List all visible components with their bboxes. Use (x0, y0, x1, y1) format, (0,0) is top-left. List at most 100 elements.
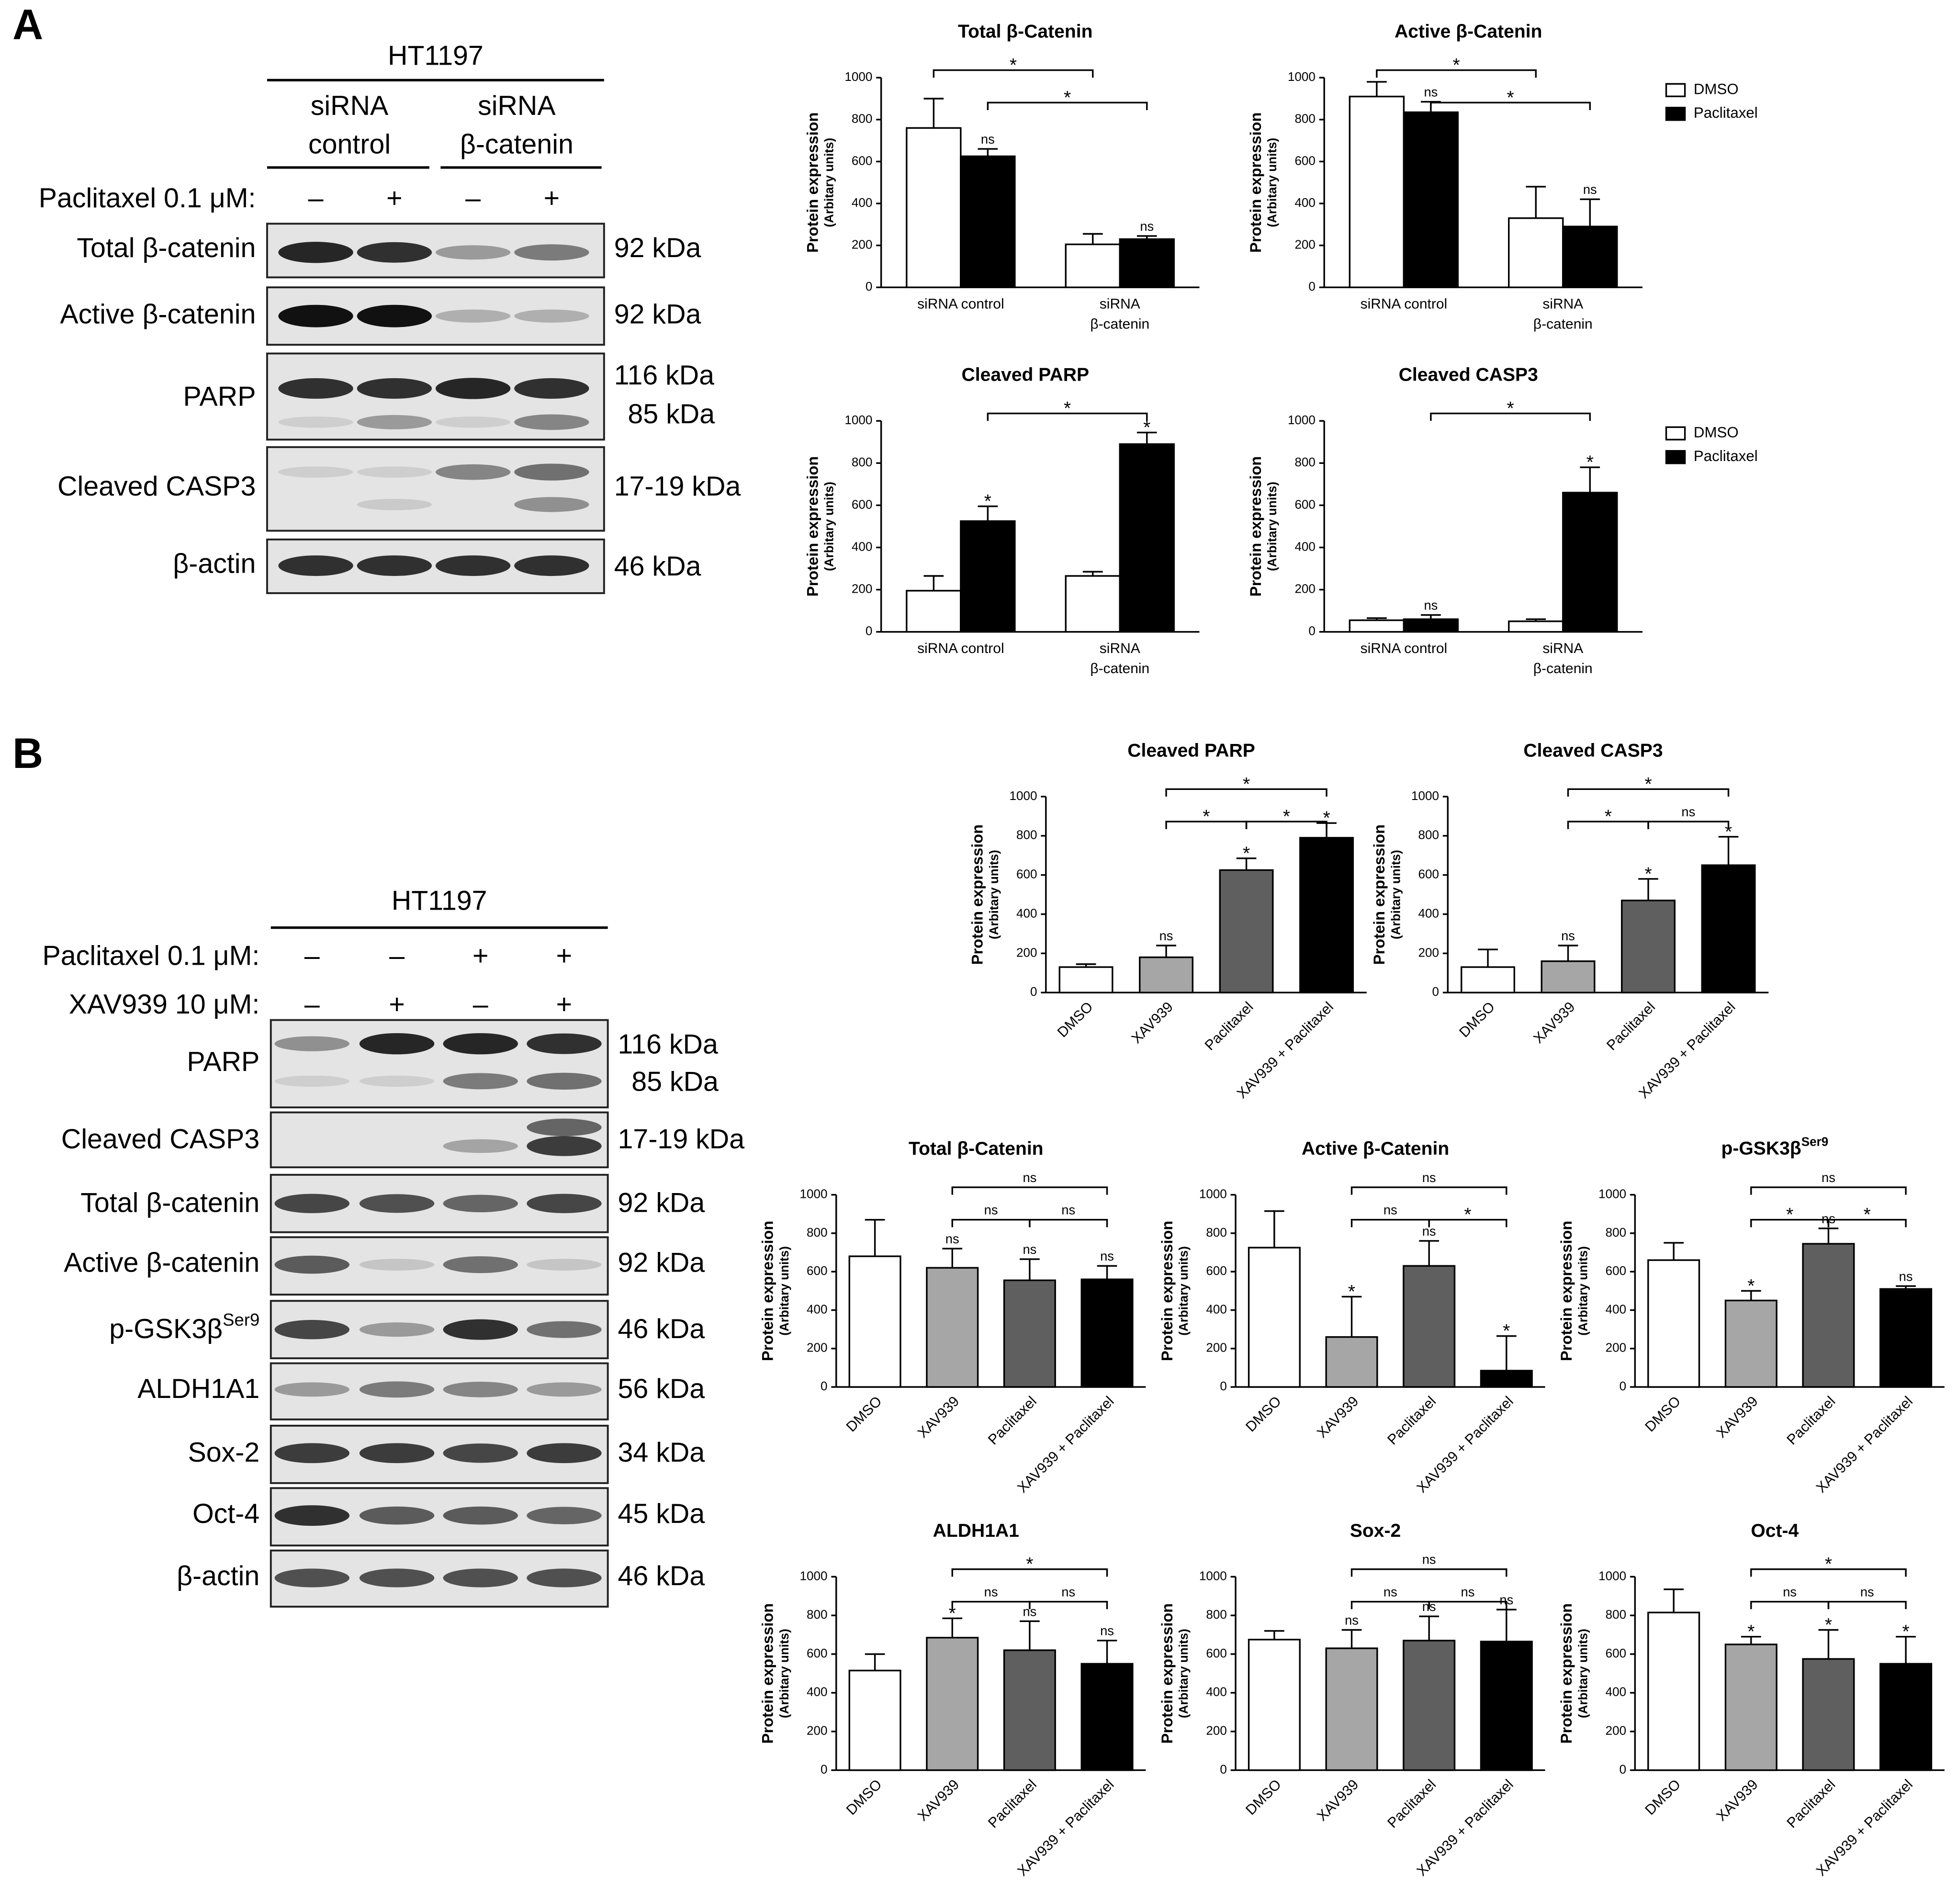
bracket-label: ns (1061, 1203, 1075, 1217)
y-axis-sublabel: (Arbitary units) (1265, 138, 1279, 227)
y-tick-label: 0 (821, 1762, 828, 1776)
y-tick-label: 400 (807, 1685, 827, 1699)
bar (1508, 217, 1564, 288)
y-tick-label: 400 (852, 539, 872, 553)
bar (848, 1255, 901, 1388)
bar (1802, 1243, 1855, 1388)
y-tick-label: 400 (1294, 539, 1315, 553)
x-tick-label: siRNA (1542, 296, 1583, 312)
band (359, 1322, 435, 1337)
y-tick-label: 400 (807, 1302, 827, 1316)
bracket-label: ns (1860, 1585, 1874, 1600)
y-tick-label: 1000 (1598, 1186, 1626, 1201)
y-tick-label: 800 (1294, 455, 1315, 469)
blot-strip (266, 446, 605, 532)
bracket-label: * (1452, 55, 1460, 76)
y-axis-label: Protein expression (804, 456, 821, 597)
bar (1508, 620, 1564, 633)
y-tick-label: 0 (1432, 984, 1440, 999)
band (435, 378, 511, 399)
x-tick-label: siRNA (1100, 296, 1140, 312)
bar (1349, 95, 1405, 288)
band (435, 555, 511, 576)
group-label: siRNA (311, 90, 389, 121)
row-label: Cleaved CASP3 (57, 471, 256, 502)
chart-title: Oct-4 (1751, 1521, 1799, 1541)
y-tick-label: 800 (1606, 1607, 1626, 1622)
bar (1562, 492, 1618, 633)
bar (1541, 960, 1596, 993)
y-axis-sublabel: (Arbitary units) (777, 1246, 791, 1336)
y-tick-label: 200 (1016, 945, 1037, 959)
treatment-sign: – (389, 940, 405, 971)
y-axis-label: Protein expression (1247, 113, 1264, 253)
y-axis-label: Protein expression (1371, 824, 1388, 965)
bracket-label: ns (984, 1203, 998, 1217)
cell-line: HT1197 (392, 886, 487, 916)
x-tick-label: siRNA control (1361, 641, 1448, 656)
band (514, 244, 589, 261)
bracket-label: * (1283, 807, 1290, 827)
bar (926, 1267, 979, 1388)
bar (1621, 900, 1676, 993)
molecular-weight: 92 kDa (618, 1188, 705, 1218)
bar (960, 155, 1016, 288)
row-label: Active β-catenin (60, 299, 256, 329)
bracket-label: * (1064, 88, 1071, 108)
band (435, 245, 511, 260)
row-label: p-GSK3βSer9 (109, 1310, 259, 1344)
legend-swatch (1665, 426, 1686, 440)
bar (1065, 243, 1121, 288)
bar (1248, 1639, 1301, 1771)
treatment-sign: + (389, 989, 405, 1020)
y-tick-label: 600 (1294, 497, 1315, 511)
y-axis-sublabel: (Arbitary units) (1176, 1246, 1191, 1336)
row-label: Oct-4 (192, 1498, 259, 1529)
y-axis-sublabel: (Arbitary units) (1575, 1629, 1590, 1718)
band (274, 1194, 349, 1214)
bar (1802, 1658, 1855, 1771)
bar (1299, 837, 1354, 993)
band (514, 497, 589, 512)
row-label: Total β-catenin (80, 1188, 259, 1218)
significance-bracket (951, 1568, 1108, 1577)
significance-label: * (1348, 1282, 1355, 1302)
y-tick-label: 400 (1606, 1302, 1626, 1316)
significance-bracket (1428, 1600, 1507, 1610)
y-tick-label: 600 (1606, 1646, 1626, 1660)
band (443, 1256, 518, 1273)
bar (1080, 1663, 1134, 1771)
bracket-label: * (1026, 1554, 1033, 1575)
molecular-weight: 116 kDa (618, 1029, 718, 1059)
treatment-sign: + (544, 183, 560, 214)
significance-bracket (1430, 101, 1591, 110)
significance-bracket (1827, 1219, 1907, 1228)
row-label: PARP (187, 1047, 259, 1077)
blot-strip (270, 1019, 609, 1109)
y-tick-label: 200 (1606, 1724, 1626, 1738)
y-tick-label: 200 (1206, 1724, 1226, 1738)
bracket-label: * (1203, 807, 1210, 827)
group-label: β-catenin (460, 129, 574, 160)
significance-label: ns (1100, 1249, 1114, 1263)
x-tick-label: β-catenin (1090, 316, 1149, 332)
y-tick-label: 600 (1294, 153, 1315, 168)
panel-label: A (12, 0, 43, 48)
bracket-label: * (1507, 398, 1514, 419)
band (359, 1506, 435, 1525)
treatment-sign: – (308, 183, 324, 214)
y-tick-label: 0 (1308, 279, 1316, 293)
significance-bracket (1165, 821, 1248, 829)
y-tick-label: 200 (1294, 582, 1315, 596)
x-tick-label: siRNA (1542, 641, 1583, 656)
row-label-superscript: Ser9 (223, 1310, 259, 1329)
band (443, 1443, 518, 1463)
band (274, 1568, 349, 1588)
x-tick-label: β-catenin (1533, 316, 1593, 332)
y-tick-label: 0 (1620, 1762, 1627, 1776)
significance-label: ns (1583, 182, 1597, 197)
band (357, 242, 432, 263)
band (514, 378, 589, 399)
band (359, 1033, 435, 1055)
y-tick-label: 1000 (1010, 789, 1037, 803)
